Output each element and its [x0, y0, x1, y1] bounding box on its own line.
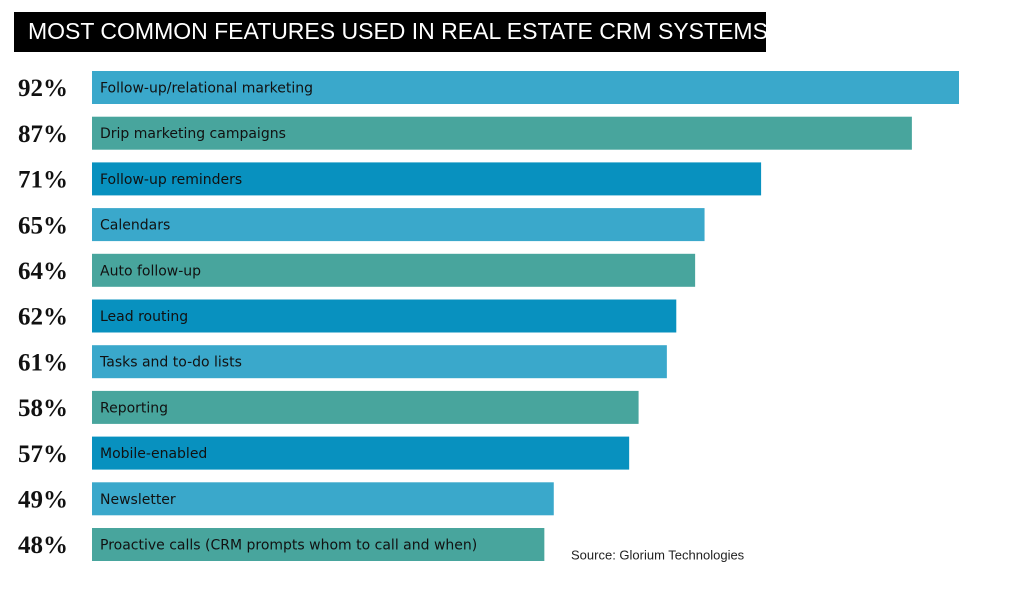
category-label: Tasks and to-do lists [99, 355, 242, 371]
category-label: Follow-up/relational marketing [100, 81, 313, 97]
value-label: 58% [18, 395, 68, 422]
value-label: 49% [18, 487, 68, 514]
category-label: Auto follow-up [100, 263, 201, 279]
value-label: 87% [18, 121, 68, 148]
bar [92, 208, 705, 242]
bar [92, 345, 667, 379]
value-label: 57% [18, 441, 68, 468]
bar [92, 162, 762, 196]
title-box [14, 12, 766, 52]
chart-title: MOST COMMON FEATURES USED IN REAL ESTATE… [28, 18, 768, 44]
bar [92, 528, 545, 561]
value-label: 48% [18, 532, 68, 559]
category-label: Proactive calls (CRM prompts whom to cal… [100, 538, 477, 554]
value-label: 92% [18, 75, 68, 102]
bar [92, 299, 677, 333]
category-label: Lead routing [100, 309, 188, 325]
bar [92, 390, 639, 424]
value-label: 65% [18, 212, 68, 239]
category-label: Calendars [100, 218, 170, 234]
category-label: Reporting [100, 400, 168, 416]
value-label: 64% [18, 258, 68, 285]
bar [92, 482, 554, 516]
bar [92, 71, 959, 104]
category-label: Drip marketing campaigns [100, 126, 286, 142]
value-label: 71% [18, 167, 68, 194]
value-label: 61% [18, 349, 68, 376]
bar [92, 436, 630, 470]
category-label: Newsletter [100, 492, 176, 508]
category-label: Mobile-enabled [100, 446, 207, 462]
category-label: Follow-up reminders [100, 172, 242, 188]
value-label: 62% [18, 304, 68, 331]
bar [92, 116, 912, 150]
bar [92, 253, 696, 287]
source: Source: Glorium Technologies [571, 547, 745, 562]
